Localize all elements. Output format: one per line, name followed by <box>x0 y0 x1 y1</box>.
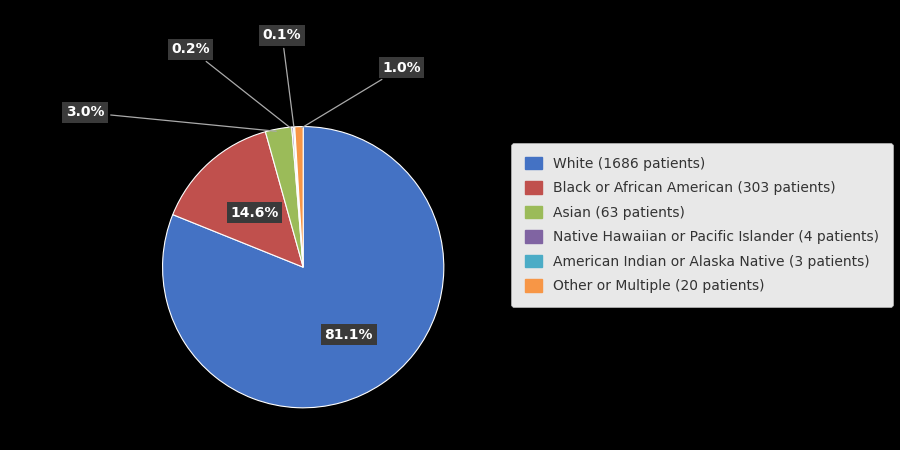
Wedge shape <box>163 126 444 408</box>
Text: 81.1%: 81.1% <box>325 328 374 342</box>
Text: 1.0%: 1.0% <box>302 60 421 128</box>
Text: 0.1%: 0.1% <box>263 28 302 127</box>
Wedge shape <box>173 132 303 267</box>
Text: 3.0%: 3.0% <box>66 105 276 131</box>
Wedge shape <box>293 127 303 267</box>
Wedge shape <box>266 127 303 267</box>
Legend: White (1686 patients), Black or African American (303 patients), Asian (63 patie: White (1686 patients), Black or African … <box>511 143 893 307</box>
Text: 0.2%: 0.2% <box>171 42 291 128</box>
Wedge shape <box>294 126 303 267</box>
Wedge shape <box>292 127 303 267</box>
Text: 14.6%: 14.6% <box>230 206 279 220</box>
